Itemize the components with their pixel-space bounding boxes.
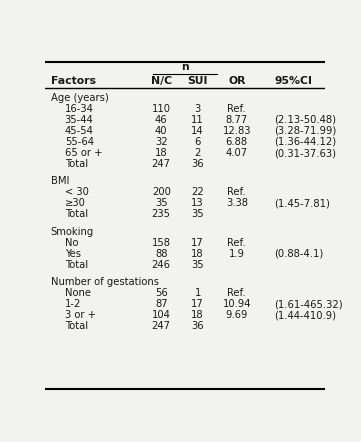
Text: 13: 13 (191, 198, 204, 208)
Text: (2.13-50.48): (2.13-50.48) (275, 115, 336, 125)
Text: 18: 18 (191, 310, 204, 320)
Text: 247: 247 (152, 321, 171, 331)
Text: 88: 88 (155, 249, 168, 259)
Text: 36: 36 (191, 159, 204, 169)
Text: 200: 200 (152, 187, 171, 197)
Text: (1.61-465.32): (1.61-465.32) (275, 299, 343, 309)
Text: 4.07: 4.07 (226, 148, 248, 158)
Text: 36: 36 (191, 321, 204, 331)
Text: 55-64: 55-64 (65, 137, 94, 147)
Text: None: None (65, 288, 91, 298)
Text: Factors: Factors (51, 76, 96, 86)
Text: 18: 18 (191, 249, 204, 259)
Text: 104: 104 (152, 310, 171, 320)
Text: 1-2: 1-2 (65, 299, 81, 309)
Text: 22: 22 (191, 187, 204, 197)
Text: 6: 6 (195, 137, 201, 147)
Text: Ref.: Ref. (227, 288, 246, 298)
Text: 17: 17 (191, 238, 204, 248)
Text: 95%CI: 95%CI (275, 76, 313, 86)
Text: 3: 3 (195, 104, 201, 114)
Text: 247: 247 (152, 159, 171, 169)
Text: 6.88: 6.88 (226, 137, 248, 147)
Text: 32: 32 (155, 137, 168, 147)
Text: No: No (65, 238, 78, 248)
Text: 35-44: 35-44 (65, 115, 93, 125)
Text: 35: 35 (191, 210, 204, 219)
Text: (3.28-71.99): (3.28-71.99) (275, 126, 337, 136)
Text: Ref.: Ref. (227, 238, 246, 248)
Text: 14: 14 (191, 126, 204, 136)
Text: Age (years): Age (years) (51, 93, 108, 103)
Text: 8.77: 8.77 (226, 115, 248, 125)
Text: 17: 17 (191, 299, 204, 309)
Text: (0.88-4.1): (0.88-4.1) (275, 249, 324, 259)
Text: 56: 56 (155, 288, 168, 298)
Text: 12.83: 12.83 (222, 126, 251, 136)
Text: 40: 40 (155, 126, 168, 136)
Text: 3 or +: 3 or + (65, 310, 96, 320)
Text: Total: Total (65, 260, 88, 270)
Text: (0.31-37.63): (0.31-37.63) (275, 148, 336, 158)
Text: Total: Total (65, 159, 88, 169)
Text: 35: 35 (191, 260, 204, 270)
Text: Total: Total (65, 210, 88, 219)
Text: 65 or +: 65 or + (65, 148, 102, 158)
Text: n: n (181, 62, 189, 72)
Text: Ref.: Ref. (227, 187, 246, 197)
Text: 11: 11 (191, 115, 204, 125)
Text: 18: 18 (155, 148, 168, 158)
Text: Yes: Yes (65, 249, 81, 259)
Text: Smoking: Smoking (51, 227, 94, 236)
Text: SUI: SUI (187, 76, 208, 86)
Text: 9.69: 9.69 (226, 310, 248, 320)
Text: (1.36-44.12): (1.36-44.12) (275, 137, 337, 147)
Text: N/C: N/C (151, 76, 172, 86)
Text: 35: 35 (155, 198, 168, 208)
Text: 110: 110 (152, 104, 171, 114)
Text: BMI: BMI (51, 176, 69, 186)
Text: 235: 235 (152, 210, 171, 219)
Text: (1.45-7.81): (1.45-7.81) (275, 198, 330, 208)
Text: (1.44-410.9): (1.44-410.9) (275, 310, 336, 320)
Text: 46: 46 (155, 115, 168, 125)
Text: Total: Total (65, 321, 88, 331)
Text: 158: 158 (152, 238, 171, 248)
Text: Number of gestations: Number of gestations (51, 277, 159, 287)
Text: 2: 2 (195, 148, 201, 158)
Text: 3.38: 3.38 (226, 198, 248, 208)
Text: 1.9: 1.9 (229, 249, 245, 259)
Text: 87: 87 (155, 299, 168, 309)
Text: 1: 1 (195, 288, 201, 298)
Text: < 30: < 30 (65, 187, 88, 197)
Text: OR: OR (228, 76, 245, 86)
Text: 246: 246 (152, 260, 171, 270)
Text: ≥30: ≥30 (65, 198, 86, 208)
Text: 10.94: 10.94 (222, 299, 251, 309)
Text: 45-54: 45-54 (65, 126, 93, 136)
Text: 16-34: 16-34 (65, 104, 93, 114)
Text: Ref.: Ref. (227, 104, 246, 114)
